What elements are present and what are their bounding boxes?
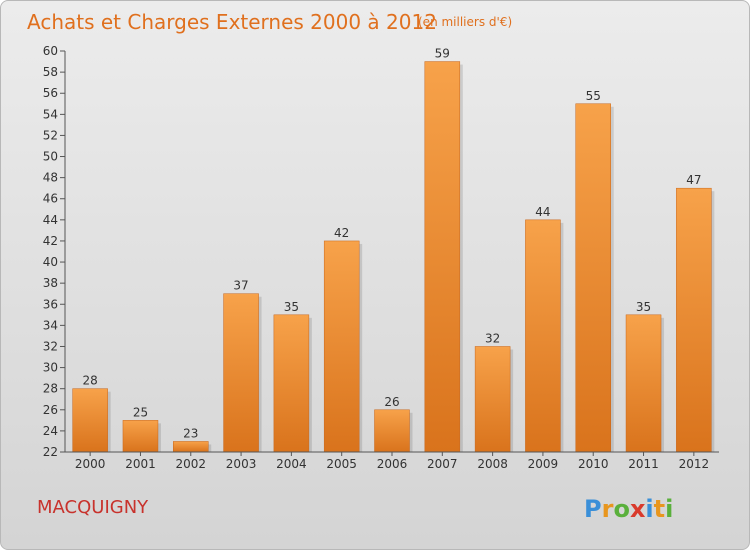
y-tick-label: 28 xyxy=(43,382,58,396)
y-tick-label: 46 xyxy=(43,192,58,206)
y-tick-label: 30 xyxy=(43,361,58,375)
y-tick-label: 24 xyxy=(43,424,58,438)
y-tick-label: 38 xyxy=(43,276,58,290)
bar-2006 xyxy=(374,409,410,453)
y-tick-label: 42 xyxy=(43,234,58,248)
bar-2001 xyxy=(122,420,159,453)
bar-2009 xyxy=(525,219,561,453)
bar-value-label: 37 xyxy=(233,279,248,293)
bar-2008 xyxy=(474,346,511,453)
y-tick-label: 54 xyxy=(43,107,58,121)
x-tick-label: 2007 xyxy=(427,457,458,471)
x-tick-label: 2001 xyxy=(125,457,156,471)
proxiti-logo: Proxiti xyxy=(584,495,673,523)
x-tick-label: 2008 xyxy=(477,457,508,471)
logo-letter: t xyxy=(654,495,665,523)
bar-2007 xyxy=(424,61,461,453)
y-tick-label: 32 xyxy=(43,339,58,353)
bar-value-label: 42 xyxy=(334,226,349,240)
y-tick-label: 50 xyxy=(43,150,58,164)
bar-value-label: 35 xyxy=(636,300,651,314)
bar-series: 28 25 23 37 35 42 26 59 32 44 55 35 47 xyxy=(72,47,715,453)
bar-2003 xyxy=(223,293,259,453)
bar-value-label: 32 xyxy=(485,331,500,345)
y-tick-label: 36 xyxy=(43,297,58,311)
logo-letter: i xyxy=(645,495,653,523)
y-tick-label: 58 xyxy=(43,65,58,79)
x-tick-label: 2002 xyxy=(175,457,206,471)
x-axis: 2000 2001 2002 2003 2004 2005 2006 2007 2008 2009… xyxy=(65,451,719,471)
y-tick-label: 40 xyxy=(43,255,58,269)
bar-value-label: 59 xyxy=(435,47,450,61)
y-tick-label: 56 xyxy=(43,86,58,100)
y-tick-label: 22 xyxy=(43,445,58,459)
location-label: MACQUIGNY xyxy=(37,497,149,518)
bar-2011 xyxy=(625,314,662,453)
bar-value-label: 28 xyxy=(83,374,98,388)
bar-2000 xyxy=(72,388,108,453)
y-axis: 22 24 26 28 30 32 34 36 38 40 42 44 46 48 50 52 54 56 58 60 xyxy=(43,44,66,459)
bar-2012 xyxy=(676,187,712,453)
bar-value-label: 26 xyxy=(384,395,399,409)
bar-value-label: 35 xyxy=(284,300,299,314)
x-tick-label: 2011 xyxy=(628,457,659,471)
x-tick-label: 2000 xyxy=(75,457,106,471)
bar-2005 xyxy=(323,240,360,453)
y-tick-label: 26 xyxy=(43,403,58,417)
bar-2010 xyxy=(575,103,611,453)
bar-value-label: 55 xyxy=(586,89,601,103)
bar-value-label: 23 xyxy=(183,426,198,440)
logo-letter: P xyxy=(584,495,602,523)
x-tick-label: 2005 xyxy=(326,457,357,471)
x-tick-label: 2003 xyxy=(226,457,257,471)
bar-2002 xyxy=(173,441,209,453)
y-tick-label: 52 xyxy=(43,128,58,142)
x-tick-label: 2010 xyxy=(578,457,609,471)
bar-value-label: 44 xyxy=(535,205,550,219)
bar-value-label: 25 xyxy=(133,405,148,419)
chart-subtitle: (en milliers d'€) xyxy=(418,15,512,29)
y-tick-label: 60 xyxy=(43,44,58,58)
bar-2004 xyxy=(273,314,310,453)
logo-letter: i xyxy=(665,495,673,523)
logo-letter: r xyxy=(602,495,614,523)
bar-value-label: 47 xyxy=(686,173,701,187)
x-tick-label: 2009 xyxy=(528,457,559,471)
logo-letter: x xyxy=(630,495,646,523)
y-tick-label: 44 xyxy=(43,213,58,227)
chart-title: Achats et Charges Externes 2000 à 2012 xyxy=(27,10,437,34)
y-tick-label: 48 xyxy=(43,171,58,185)
x-tick-label: 2006 xyxy=(377,457,408,471)
y-tick-label: 34 xyxy=(43,318,58,332)
x-tick-label: 2004 xyxy=(276,457,307,471)
logo-letter: o xyxy=(613,495,630,523)
x-tick-label: 2012 xyxy=(679,457,710,471)
